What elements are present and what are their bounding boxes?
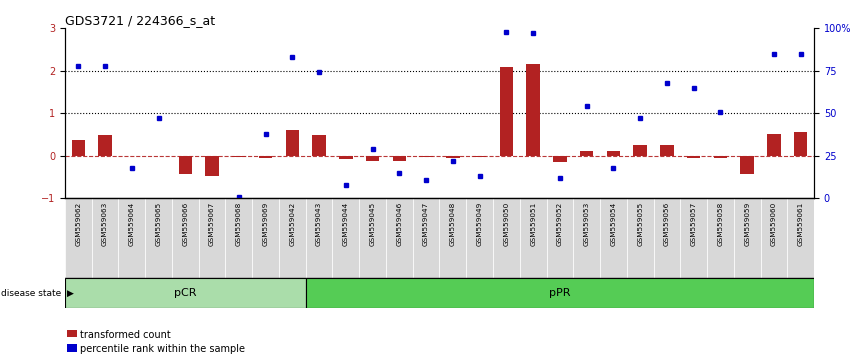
FancyBboxPatch shape	[65, 278, 306, 308]
Text: GSM559050: GSM559050	[503, 202, 509, 246]
FancyBboxPatch shape	[225, 198, 252, 278]
FancyBboxPatch shape	[198, 198, 225, 278]
Text: percentile rank within the sample: percentile rank within the sample	[80, 344, 245, 354]
Text: GSM559052: GSM559052	[557, 202, 563, 246]
Text: GSM559055: GSM559055	[637, 202, 643, 246]
Text: GSM559065: GSM559065	[156, 202, 162, 246]
FancyBboxPatch shape	[172, 198, 198, 278]
Text: GSM559051: GSM559051	[530, 202, 536, 246]
Bar	[767, 134, 780, 156]
Text: GSM559063: GSM559063	[102, 202, 108, 246]
Bar	[99, 135, 112, 156]
Bar	[259, 156, 272, 158]
Bar	[607, 151, 620, 156]
Text: GSM559049: GSM559049	[476, 202, 482, 246]
Bar	[687, 156, 701, 158]
Bar	[500, 67, 513, 156]
Bar	[232, 156, 246, 157]
Bar	[580, 151, 593, 156]
FancyBboxPatch shape	[734, 198, 760, 278]
Bar	[527, 64, 540, 156]
Bar	[392, 156, 406, 161]
Text: GSM559044: GSM559044	[343, 202, 349, 246]
FancyBboxPatch shape	[707, 198, 734, 278]
Text: GSM559067: GSM559067	[209, 202, 215, 246]
FancyBboxPatch shape	[787, 198, 814, 278]
Text: transformed count: transformed count	[80, 330, 171, 339]
FancyBboxPatch shape	[252, 198, 279, 278]
Text: GSM559058: GSM559058	[717, 202, 723, 246]
Bar	[553, 156, 566, 162]
FancyBboxPatch shape	[439, 198, 466, 278]
Bar	[473, 156, 487, 158]
FancyBboxPatch shape	[760, 198, 787, 278]
Text: GSM559048: GSM559048	[449, 202, 456, 246]
FancyBboxPatch shape	[466, 198, 493, 278]
FancyBboxPatch shape	[145, 198, 172, 278]
FancyBboxPatch shape	[306, 278, 814, 308]
FancyBboxPatch shape	[359, 198, 386, 278]
Text: GSM559064: GSM559064	[129, 202, 135, 246]
FancyBboxPatch shape	[333, 198, 359, 278]
Text: GSM559046: GSM559046	[397, 202, 403, 246]
FancyBboxPatch shape	[413, 198, 439, 278]
Bar	[366, 156, 379, 161]
FancyBboxPatch shape	[627, 198, 654, 278]
Bar	[714, 156, 727, 158]
FancyBboxPatch shape	[546, 198, 573, 278]
FancyBboxPatch shape	[279, 198, 306, 278]
Bar	[419, 156, 433, 158]
Bar	[339, 156, 352, 159]
FancyBboxPatch shape	[600, 198, 627, 278]
FancyBboxPatch shape	[520, 198, 546, 278]
Text: GSM559054: GSM559054	[611, 202, 617, 246]
Bar	[178, 156, 192, 173]
FancyBboxPatch shape	[493, 198, 520, 278]
Text: GSM559043: GSM559043	[316, 202, 322, 246]
Text: GSM559062: GSM559062	[75, 202, 81, 246]
Text: GSM559061: GSM559061	[798, 202, 804, 246]
Text: GSM559066: GSM559066	[183, 202, 188, 246]
FancyBboxPatch shape	[306, 198, 333, 278]
Bar	[633, 145, 647, 156]
Text: GSM559045: GSM559045	[370, 202, 376, 246]
FancyBboxPatch shape	[119, 198, 145, 278]
Text: GSM559068: GSM559068	[236, 202, 242, 246]
Bar	[72, 139, 85, 156]
Bar	[740, 156, 753, 173]
Text: GSM559059: GSM559059	[744, 202, 750, 246]
Text: GSM559053: GSM559053	[584, 202, 590, 246]
FancyBboxPatch shape	[573, 198, 600, 278]
Text: GSM559060: GSM559060	[771, 202, 777, 246]
Text: GDS3721 / 224366_s_at: GDS3721 / 224366_s_at	[65, 14, 215, 27]
Text: disease state  ▶: disease state ▶	[1, 289, 74, 298]
Text: GSM559069: GSM559069	[262, 202, 268, 246]
Bar	[660, 145, 674, 156]
FancyBboxPatch shape	[681, 198, 707, 278]
Bar	[313, 135, 326, 156]
FancyBboxPatch shape	[65, 198, 92, 278]
Bar	[794, 132, 807, 156]
Text: GSM559056: GSM559056	[664, 202, 670, 246]
Text: pPR: pPR	[549, 288, 571, 298]
Bar	[286, 130, 299, 156]
Bar	[205, 156, 219, 176]
FancyBboxPatch shape	[654, 198, 681, 278]
FancyBboxPatch shape	[92, 198, 119, 278]
Text: GSM559057: GSM559057	[691, 202, 696, 246]
Bar	[446, 156, 460, 158]
Text: GSM559047: GSM559047	[423, 202, 430, 246]
Text: GSM559042: GSM559042	[289, 202, 295, 246]
FancyBboxPatch shape	[386, 198, 413, 278]
Text: pCR: pCR	[174, 288, 197, 298]
